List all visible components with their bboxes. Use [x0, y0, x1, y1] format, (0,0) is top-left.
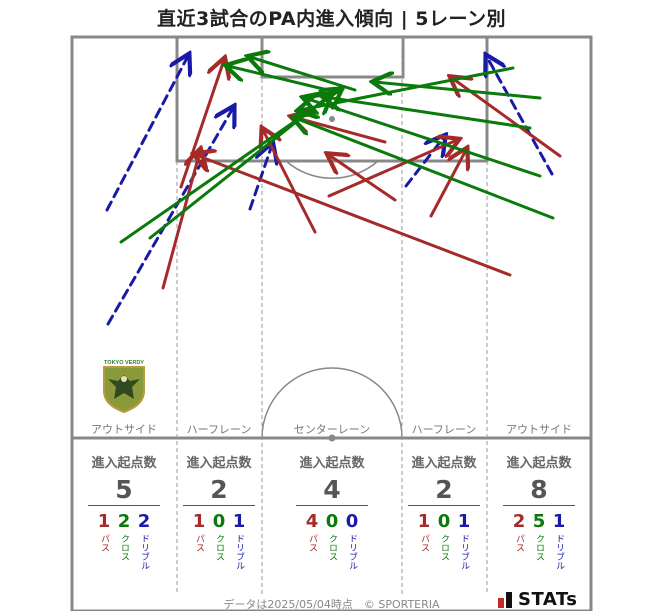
entry-arrows	[105, 56, 562, 326]
lane-stats-outside-right: 進入起点数 8 2 パス 5 クロス 1 ドリブル	[484, 452, 594, 570]
start-count-total: 2	[435, 475, 453, 504]
start-count-label: 進入起点数	[299, 456, 365, 471]
dribble-arrow	[106, 108, 233, 326]
pass-arrow	[429, 150, 466, 218]
lane-name-halfspace-left: ハーフレーン	[186, 423, 252, 436]
pass-label: パス	[419, 534, 429, 552]
lane-stats-halfspace-left: 進入起点数 2 1 パス 0 クロス 1 ドリブル	[164, 452, 274, 570]
brand-name: STATs	[518, 589, 578, 610]
start-count-label: 進入起点数	[506, 456, 572, 471]
penalty-arc	[285, 160, 379, 179]
pass-count: 1	[417, 511, 431, 532]
pass-arrow	[329, 155, 397, 202]
cross-arrow	[305, 98, 542, 178]
pass-arrow	[263, 130, 317, 234]
dribble-arrow	[487, 57, 554, 176]
cross-arrow	[325, 97, 532, 130]
cross-arrow	[375, 82, 542, 100]
brand-mark-icon	[498, 591, 512, 608]
dribble-count: 1	[552, 511, 566, 532]
pass-label: パス	[307, 534, 317, 552]
cross-count: 0	[437, 511, 451, 532]
start-count-total: 5	[115, 475, 133, 504]
divider	[408, 505, 480, 506]
cross-label: クロス	[119, 534, 129, 561]
divider	[296, 505, 368, 506]
dribble-label: ドリブル	[554, 534, 564, 570]
lane-stats-halfspace-right: 進入起点数 2 1 パス 0 クロス 1 ドリブル	[389, 452, 499, 570]
penalty-spot	[329, 116, 335, 122]
cross-count: 0	[212, 511, 226, 532]
cross-arrow	[300, 66, 515, 110]
start-count-label: 進入起点数	[91, 456, 157, 471]
dribble-label: ドリブル	[139, 534, 149, 570]
lane-stats-center: 進入起点数 4 4 パス 0 クロス 0 ドリブル	[277, 452, 387, 570]
dribble-arrow	[105, 56, 188, 212]
dribble-count: 1	[232, 511, 246, 532]
cross-arrow	[250, 57, 357, 92]
crest-text: TOKYO VERDY	[104, 360, 144, 366]
dribble-count: 2	[137, 511, 151, 532]
footer-note: データは2025/05/04時点 © SPORTERIA	[223, 598, 440, 611]
pass-arrow	[161, 151, 200, 290]
cross-count: 5	[532, 511, 546, 532]
pass-count: 4	[305, 511, 319, 532]
cross-label: クロス	[327, 534, 337, 561]
cross-label: クロス	[214, 534, 224, 561]
pass-arrow	[196, 155, 512, 277]
cross-label: クロス	[439, 534, 449, 561]
pass-arrow	[179, 60, 224, 189]
dribble-count: 0	[345, 511, 359, 532]
divider	[503, 505, 575, 506]
start-count-label: 進入起点数	[186, 456, 252, 471]
lane-name-outside-right: アウトサイド	[506, 423, 572, 436]
goal-area	[260, 35, 405, 79]
center-circle	[261, 367, 403, 439]
cross-arrow	[228, 66, 342, 95]
pass-arrow	[327, 140, 457, 198]
pass-label: パス	[99, 534, 109, 552]
club-crest-icon: TOKYO VERDY	[103, 360, 145, 413]
pass-count: 2	[512, 511, 526, 532]
page-title: 直近3試合のPA内進入傾向 | 5レーン別	[156, 8, 507, 30]
pass-label: パス	[514, 534, 524, 552]
divider	[183, 505, 255, 506]
start-count-label: 進入起点数	[411, 456, 477, 471]
divider	[88, 505, 160, 506]
start-count-total: 8	[530, 475, 548, 504]
dribble-label: ドリブル	[347, 534, 357, 570]
cross-count: 2	[117, 511, 131, 532]
cross-arrow	[295, 118, 555, 220]
cross-label: クロス	[534, 534, 544, 561]
pass-label: パス	[194, 534, 204, 552]
dribble-arrow	[248, 145, 272, 211]
pass-count: 1	[97, 511, 111, 532]
dribble-count: 1	[457, 511, 471, 532]
lane-name-halfspace-right: ハーフレーン	[411, 423, 477, 436]
dribble-label: ドリブル	[234, 534, 244, 570]
dribble-label: ドリブル	[459, 534, 469, 570]
brand-logo: STATs	[498, 589, 577, 610]
start-count-total: 2	[210, 475, 228, 504]
start-count-total: 4	[323, 475, 341, 504]
lane-name-outside-left: アウトサイド	[91, 423, 157, 436]
pass-count: 1	[192, 511, 206, 532]
cross-count: 0	[325, 511, 339, 532]
lane-stats-outside-left: 進入起点数 5 1 パス 2 クロス 2 ドリブル	[69, 452, 179, 570]
lane-name-center: センターレーン	[293, 423, 371, 436]
center-spot	[328, 434, 336, 442]
